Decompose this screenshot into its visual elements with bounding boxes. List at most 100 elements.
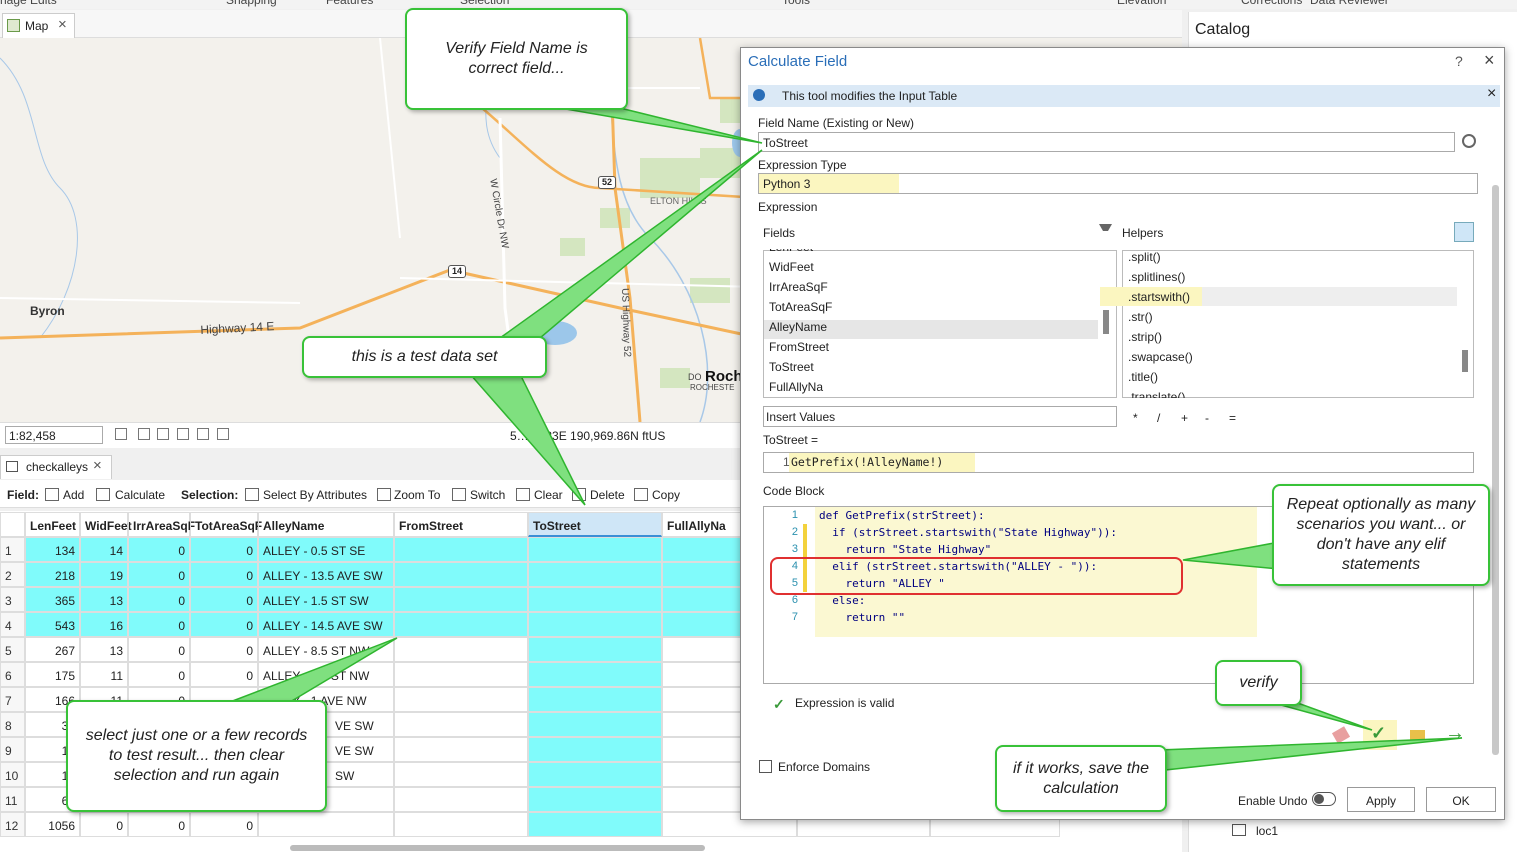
cell: 218 bbox=[25, 562, 80, 587]
column-header[interactable]: AlleyName bbox=[258, 512, 394, 537]
callout: verify bbox=[1215, 660, 1302, 706]
status-icon[interactable] bbox=[115, 428, 127, 440]
cell: 0 bbox=[128, 812, 190, 837]
cell: 0 bbox=[190, 812, 258, 837]
callout-tail bbox=[559, 107, 763, 144]
column-header[interactable]: FromStreet bbox=[394, 512, 528, 537]
helper-item[interactable]: .title() bbox=[1128, 370, 1158, 384]
info-close[interactable]: × bbox=[1487, 85, 1497, 102]
helper-item[interactable]: .split() bbox=[1128, 250, 1161, 264]
fields-label: Fields bbox=[763, 226, 796, 240]
helper-item[interactable]: .splitlines() bbox=[1128, 270, 1186, 284]
info-icon bbox=[753, 89, 765, 101]
cell: 5 bbox=[0, 637, 25, 662]
valid-text: Expression is valid bbox=[795, 696, 895, 710]
toolbar-button[interactable]: Select By Attributes bbox=[263, 488, 368, 502]
table-tab[interactable] bbox=[0, 455, 112, 479]
cell: ALLEY - 14.5 AVE SW bbox=[258, 612, 394, 637]
column-header[interactable]: LenFeet bbox=[25, 512, 80, 537]
apply-button[interactable]: Apply bbox=[1347, 787, 1415, 812]
toggle[interactable] bbox=[1312, 792, 1336, 806]
helper-item[interactable]: .swapcase() bbox=[1128, 350, 1193, 364]
callout-tail bbox=[497, 149, 763, 339]
toolbar-button[interactable]: Calculate bbox=[115, 488, 166, 502]
cell bbox=[528, 737, 662, 762]
toolbar-icon bbox=[516, 488, 530, 501]
toolbar-button[interactable]: Clear bbox=[534, 488, 563, 502]
cell: 7 bbox=[0, 687, 25, 712]
cell bbox=[394, 587, 528, 612]
field-item[interactable]: LenFeet bbox=[769, 249, 813, 254]
operator[interactable]: * bbox=[1133, 411, 1138, 425]
column-header[interactable]: TotAreaSqF bbox=[190, 512, 262, 537]
field-item[interactable]: FullAllyNa bbox=[769, 380, 824, 394]
field-item[interactable]: IrrAreaSqF bbox=[769, 280, 828, 294]
cell bbox=[528, 662, 662, 687]
filter-button[interactable] bbox=[1454, 222, 1474, 242]
cell bbox=[528, 712, 662, 737]
cell bbox=[394, 537, 528, 562]
helper-item[interactable]: .startswith() bbox=[1128, 290, 1191, 304]
helper-item[interactable]: .str() bbox=[1128, 310, 1153, 324]
code-line-number: 2 bbox=[791, 526, 798, 538]
cell: 0 bbox=[128, 587, 190, 612]
gear[interactable] bbox=[1462, 134, 1476, 148]
helper-item[interactable]: .strip() bbox=[1128, 330, 1162, 344]
operator[interactable]: - bbox=[1205, 411, 1209, 425]
map-tab-close[interactable]: × bbox=[58, 16, 67, 33]
table-tab-label: checkalleys bbox=[26, 460, 89, 474]
folder-icon[interactable] bbox=[1410, 730, 1425, 741]
operator[interactable]: / bbox=[1157, 411, 1161, 425]
expression-type[interactable]: Python 3 bbox=[763, 177, 811, 191]
cell bbox=[394, 737, 528, 762]
field-item[interactable]: WidFeet bbox=[769, 260, 814, 274]
code-line-number: 7 bbox=[791, 611, 798, 623]
check-icon: ✓ bbox=[773, 696, 785, 712]
status-icon[interactable] bbox=[177, 428, 189, 440]
operator[interactable]: + bbox=[1181, 411, 1189, 425]
dialog-scrollbar bbox=[1492, 185, 1499, 755]
toolbar-button[interactable]: Copy bbox=[652, 488, 681, 502]
code-block-label: Code Block bbox=[763, 484, 825, 498]
status-icon[interactable] bbox=[217, 428, 229, 440]
toolbar-button[interactable]: Delete bbox=[590, 488, 625, 502]
helper-item[interactable]: .translate() bbox=[1128, 390, 1186, 404]
field-item[interactable]: FromStreet bbox=[769, 340, 830, 354]
dialog-help[interactable]: ? bbox=[1455, 53, 1463, 69]
highlight bbox=[759, 174, 899, 193]
cell bbox=[528, 637, 662, 662]
ok-button[interactable]: OK bbox=[1426, 787, 1496, 812]
dialog-close[interactable]: × bbox=[1484, 50, 1495, 70]
cell: 0 bbox=[128, 537, 190, 562]
catalog-item[interactable]: loc1 bbox=[1256, 824, 1279, 838]
expression[interactable]: GetPrefix(!AlleyName!) bbox=[791, 455, 944, 469]
cell: 1056 bbox=[25, 812, 80, 837]
filter-icon[interactable] bbox=[1099, 224, 1112, 238]
column-header[interactable]: IrrAreaSqF bbox=[128, 512, 195, 537]
cell: 11 bbox=[0, 787, 25, 812]
toolbar-button[interactable]: Switch bbox=[470, 488, 506, 502]
status-icon[interactable] bbox=[138, 428, 150, 440]
toolbar-button[interactable]: Zoom To bbox=[394, 488, 441, 502]
dialog-title: Calculate Field bbox=[748, 53, 848, 70]
checkbox[interactable] bbox=[759, 760, 772, 773]
cell: 0 bbox=[128, 562, 190, 587]
table-tab-close[interactable]: × bbox=[93, 457, 102, 474]
status-icon[interactable] bbox=[197, 428, 209, 440]
field-item[interactable]: AlleyName bbox=[769, 320, 828, 334]
scale-box[interactable]: 1:82,458 bbox=[5, 426, 103, 444]
field-item[interactable]: ToStreet bbox=[769, 360, 814, 374]
cell: 0 bbox=[190, 587, 258, 612]
cell: 13 bbox=[80, 587, 128, 612]
code-line: def GetPrefix(strStreet): bbox=[819, 509, 985, 522]
cell bbox=[394, 787, 528, 812]
column-header[interactable]: WidFeet bbox=[80, 512, 132, 537]
status-icon[interactable] bbox=[157, 428, 169, 440]
cell bbox=[528, 587, 662, 612]
insert-values[interactable]: Insert Values bbox=[763, 406, 1117, 427]
operator[interactable]: = bbox=[1229, 411, 1237, 425]
field-item[interactable]: TotAreaSqF bbox=[769, 300, 833, 314]
column-header[interactable]: ToStreet bbox=[528, 512, 662, 537]
toolbar-button[interactable]: Add bbox=[63, 488, 85, 502]
